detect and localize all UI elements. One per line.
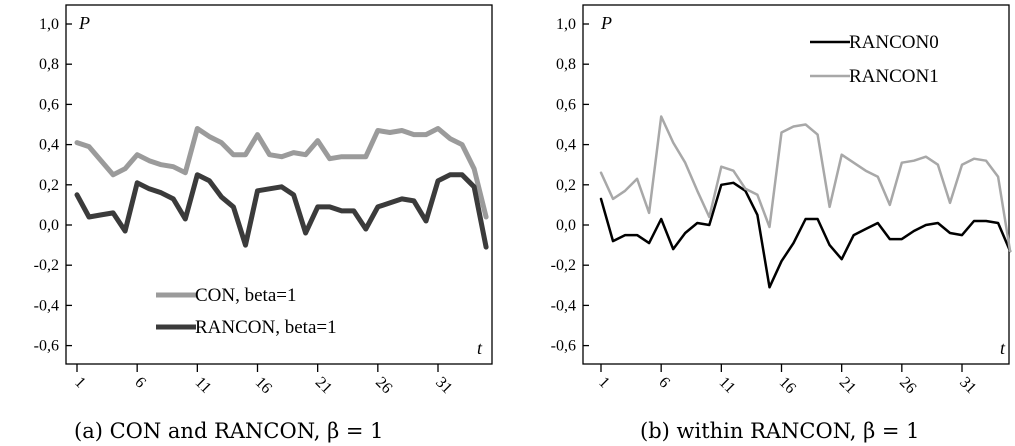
x-axis-label-a: t xyxy=(477,338,483,358)
y-tick-label-a-3: 0,4 xyxy=(39,137,59,154)
caption-b: (b) within RANCON, β = 1 xyxy=(640,419,920,443)
y-tick-label-a-0: 1,0 xyxy=(39,16,59,33)
y-tick-label-b-4: 0,2 xyxy=(556,177,576,194)
x-tick-label-b-4: 21 xyxy=(836,374,859,397)
x-tick-label-b-1: 6 xyxy=(655,374,673,392)
x-tick-label-a-6: 31 xyxy=(432,374,455,397)
y-tick-label-a-5: 0,0 xyxy=(39,217,59,234)
x-tick-label-a-1: 6 xyxy=(131,374,149,392)
y-tick-label-a-7: -0,4 xyxy=(34,297,59,314)
y-tick-label-a-2: 0,6 xyxy=(39,96,59,113)
y-tick-label-b-6: -0,2 xyxy=(551,257,576,274)
y-tick-label-a-6: -0,2 xyxy=(34,257,59,274)
y-tick-label-a-8: -0,6 xyxy=(34,338,59,355)
y-tick-label-b-8: -0,6 xyxy=(551,338,576,355)
y-axis-a: 1,0 0,8 0,6 0,4 0,2 0,0 -0,2 -0,4 -0,6 xyxy=(34,16,72,355)
y-tick-label-b-0: 1,0 xyxy=(556,16,576,33)
y-axis-label-a: P xyxy=(78,13,90,33)
chart-panel-b: 1,00,80,60,40,20,0-0,2-0,4-0,6 1 6 11 16 21 2… xyxy=(551,4,1012,443)
series-line-a-1 xyxy=(74,172,489,250)
x-axis-b: 1 6 11 16 21 26 31 xyxy=(595,364,980,397)
caption-a: (a) CON and RANCON, β = 1 xyxy=(74,419,384,443)
series-line-b-1 xyxy=(599,115,1012,253)
x-axis-label-b: t xyxy=(1000,338,1006,358)
x-tick-label-a-5: 26 xyxy=(372,374,395,397)
x-tick-label-b-3: 16 xyxy=(776,374,799,397)
y-tick-label-b-3: 0,4 xyxy=(556,137,576,154)
x-tick-label-b-6: 31 xyxy=(956,374,979,397)
series-line-a-0 xyxy=(74,126,489,220)
y-axis-b: 1,0 0,8 0,6 0,4 0,2 0,0 -0,2 -0,4 -0,6 xyxy=(551,16,589,355)
y-tick-label-b-5: 0,0 xyxy=(556,217,576,234)
y-tick-label-a-4: 0,2 xyxy=(39,177,59,194)
y-tick-label-b-1: 0,8 xyxy=(556,56,576,73)
y-tick-label-a-1: 0,8 xyxy=(39,56,59,73)
y-axis-label-b: P xyxy=(600,13,612,33)
plot-frame-a xyxy=(65,4,493,365)
x-axis-a: 1 6 11 16 21 26 31 xyxy=(71,364,456,397)
x-tick-label-a-0: 1 xyxy=(71,374,89,392)
chart-panel-a: 1,00,80,60,40,20,0-0,2-0,4-0,6 1 6 11 16 21 2… xyxy=(34,4,493,443)
x-tick-label-a-3: 16 xyxy=(252,374,275,397)
legend-label-rancon: RANCON, beta=1 xyxy=(195,317,337,338)
legend-label-rancon1: RANCON1 xyxy=(849,66,939,87)
x-tick-label-a-2: 11 xyxy=(192,374,215,397)
y-tick-label-b-7: -0,4 xyxy=(551,297,576,314)
legend-label-rancon0: RANCON0 xyxy=(849,32,939,53)
series-group-b xyxy=(599,115,1012,289)
x-tick-label-b-2: 11 xyxy=(716,374,739,397)
legend-label-con: CON, beta=1 xyxy=(195,285,296,306)
series-line-b-0 xyxy=(599,181,1012,289)
y-tick-label-b-2: 0,6 xyxy=(556,96,576,113)
x-tick-label-b-5: 26 xyxy=(896,374,919,397)
x-tick-label-b-0: 1 xyxy=(595,374,613,392)
x-tick-label-a-4: 21 xyxy=(312,374,335,397)
series-group-a xyxy=(74,126,489,250)
